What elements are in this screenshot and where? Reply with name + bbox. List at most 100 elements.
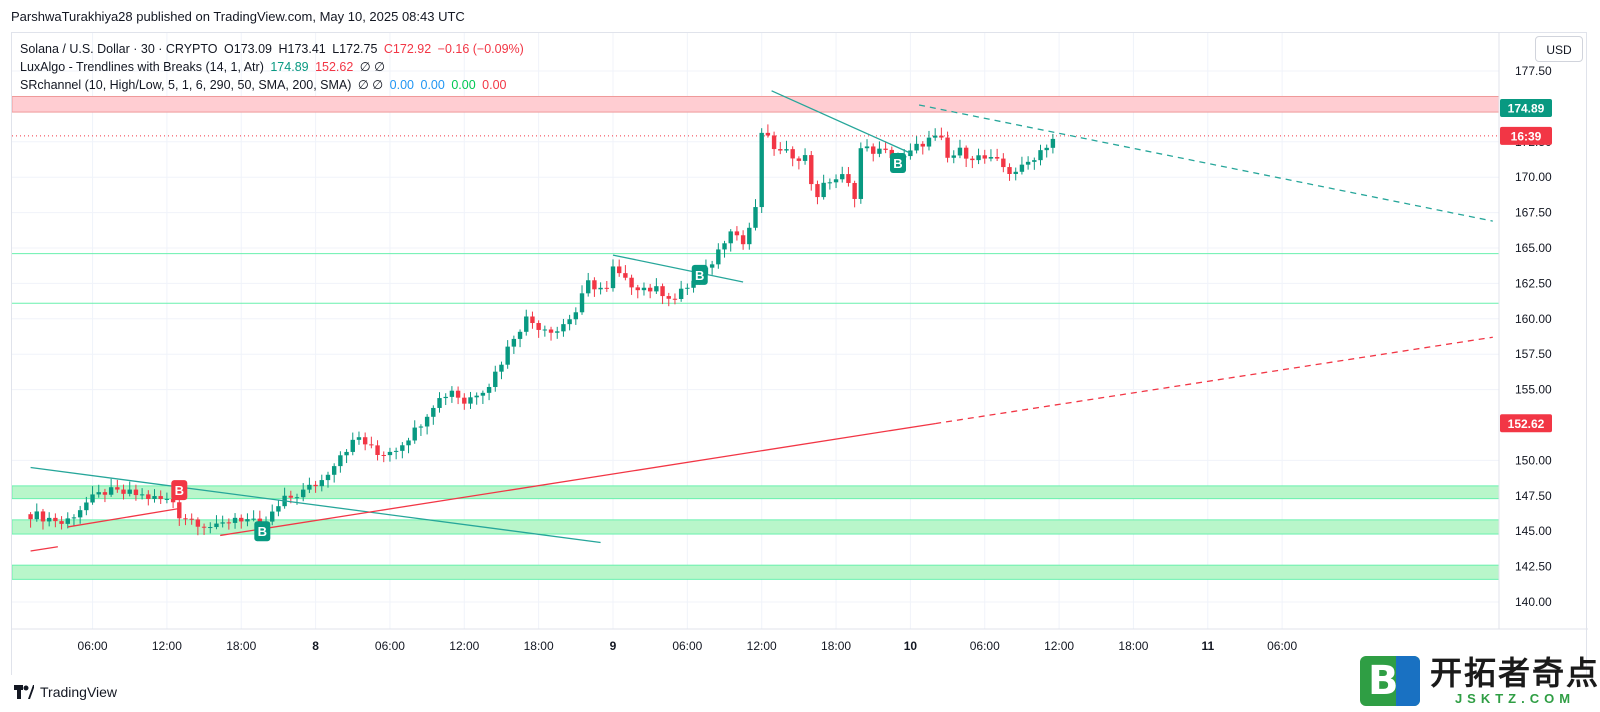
candle-up [319,480,324,487]
candle-down [121,489,126,494]
candle-down [920,143,925,147]
indicator-trendlines-lower: 152.62 [315,60,354,74]
candle-up [802,155,808,161]
candle-up [77,510,83,518]
price-axis-tick: 157.50 [1515,347,1552,361]
time-axis-tick: 12:00 [1044,639,1074,653]
break-marker-label: B [258,524,267,539]
candle-up [424,416,430,427]
candle-up [325,474,331,481]
candle-down [790,149,795,159]
candle-up [573,312,579,320]
candle-up [276,506,281,512]
candle-up [951,155,956,158]
candle-down [381,454,386,456]
candle-up [331,466,337,475]
lower-trendline [30,546,58,552]
candle-up [555,331,560,333]
tradingview-logo[interactable]: TradingView [14,684,117,700]
price-axis-label-bg [1500,98,1552,117]
candle-up [908,150,913,157]
candle-up [96,492,101,495]
candle-up [164,498,170,500]
candle-down [871,146,876,154]
candle-down [815,184,820,198]
candle-up [307,484,312,490]
candle-up [493,371,498,388]
candle-up [71,517,77,519]
indicator-trendlines-na: ∅ ∅ [359,60,386,74]
candle-up [976,155,981,161]
indicator-trendlines-name[interactable]: LuxAlgo - Trendlines with Breaks (14, 1,… [20,60,264,74]
candle-up [722,243,727,250]
candle-down [40,511,46,522]
candle-up [641,287,647,291]
candle-up [524,316,529,332]
time-axis-tick: 18:00 [226,639,256,653]
candle-up [499,364,504,372]
symbol-name[interactable]: Solana / U.S. Dollar · 30 · CRYPTO [20,42,218,56]
candle-down [963,147,969,159]
candle-down [530,316,535,324]
candle-up [511,338,517,347]
candle-down [647,287,653,292]
time-axis-tick: 06:00 [1267,639,1297,653]
time-axis-tick: 18:00 [1118,639,1148,653]
candle-up [449,390,455,397]
candle-up [759,132,764,208]
candle-down [146,494,151,499]
legend-indicator-trendlines[interactable]: LuxAlgo - Trendlines with Breaks (14, 1,… [20,58,527,76]
candle-down [536,323,541,330]
candle-down [455,390,461,398]
candle-down [201,526,207,528]
candle-up [412,427,417,441]
candle-down [548,329,554,333]
candle-down [672,298,678,300]
candle-down [1001,158,1006,168]
candle-up [877,148,882,154]
indicator-srchannel-value-1: 0.00 [389,78,415,92]
candle-down [189,518,194,520]
time-axis-tick: 11 [1201,639,1214,653]
candle-up [747,227,752,245]
candle-down [102,492,108,495]
candle-up [1032,160,1037,162]
price-axis-label-bg [1500,414,1552,433]
price-axis-tick: 140.00 [1515,595,1552,609]
candle-down [629,277,634,288]
tradingview-logo-icon [14,685,34,699]
currency-button[interactable]: USD [1535,36,1583,62]
candle-up [1044,147,1049,151]
candle-down [226,522,232,524]
indicator-srchannel-value-4: 0.00 [482,78,507,92]
price-axis-tick: 147.50 [1515,489,1552,503]
candle-down [183,518,188,520]
price-chart[interactable]: BBBB177.50172.50170.00167.50165.00162.50… [12,33,1588,676]
candle-down [170,498,176,503]
upper-trendline [918,104,1493,222]
lower-trendline [935,336,1493,425]
watermark-cn-text: 开拓者奇点 [1430,654,1600,692]
price-axis-tick: 167.50 [1515,206,1552,220]
candle-up [214,523,219,528]
tradingview-brand: TradingView [40,684,118,700]
time-axis-tick: 12:00 [152,639,182,653]
candle-down [982,155,987,159]
price-axis-tick: 177.50 [1515,64,1552,78]
candle-up [108,487,114,495]
candle-up [468,397,473,404]
candle-up [350,439,355,452]
price-axis-tick: 162.50 [1515,276,1552,290]
candle-down [660,286,665,297]
candle-up [1019,164,1025,172]
legend-indicator-srchannel[interactable]: SRchannel (10, High/Low, 5, 1, 6, 290, 5… [20,76,527,94]
watermark-logo-icon: B [1360,655,1420,706]
candle-up [988,157,994,159]
candle-down [288,495,294,498]
chart-pane[interactable]: BBBB177.50172.50170.00167.50165.00162.50… [11,32,1588,676]
indicator-srchannel-name[interactable]: SRchannel (10, High/Low, 5, 1, 6, 290, 5… [20,78,352,92]
candle-up [393,450,399,452]
candle-up [46,517,52,522]
candle-up [654,286,659,292]
legend-symbol-row[interactable]: Solana / U.S. Dollar · 30 · CRYPTO O173.… [20,40,527,58]
